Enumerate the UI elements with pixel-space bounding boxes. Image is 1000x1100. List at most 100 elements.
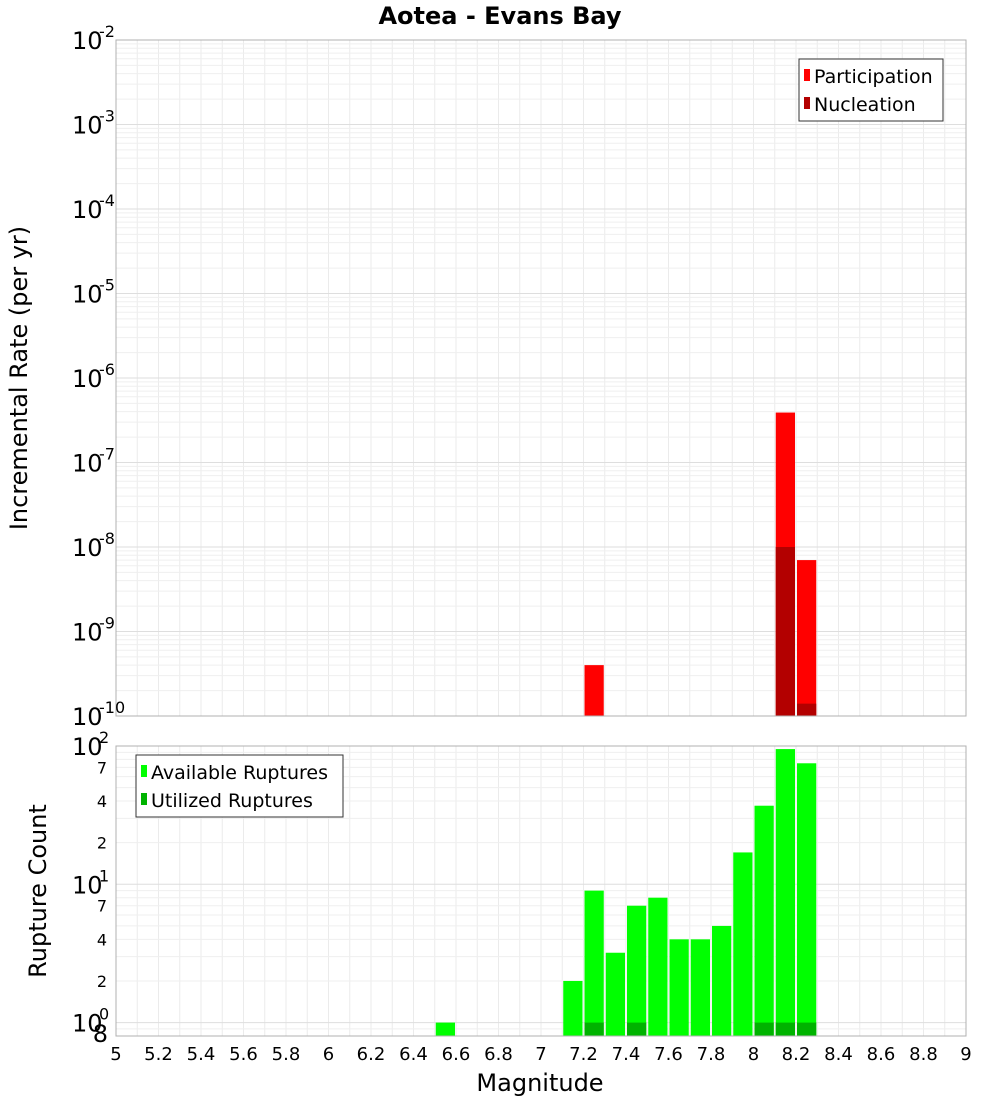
legend-swatch-nucleation <box>804 97 810 109</box>
y-tick-exponent: 0 <box>99 1005 109 1024</box>
y-minor-tick-label: 8 <box>93 1020 108 1048</box>
bar-utilized-ruptures <box>754 1022 774 1036</box>
x-tick-label: 8.2 <box>782 1044 811 1065</box>
x-tick-label: 6.2 <box>357 1044 386 1065</box>
x-tick-label: 6.4 <box>399 1044 428 1065</box>
y-tick-exponent: -2 <box>99 22 115 41</box>
y-minor-tick-label: 4 <box>97 930 107 949</box>
x-tick-label: 7.6 <box>654 1044 683 1065</box>
bar-available-ruptures <box>775 749 795 1036</box>
bar-available-ruptures <box>733 852 753 1036</box>
x-tick-label: 8.6 <box>867 1044 896 1065</box>
bar-available-ruptures <box>563 980 583 1036</box>
bar-available-ruptures <box>584 890 604 1036</box>
x-tick-label: 5.2 <box>144 1044 173 1065</box>
x-tick-label: 6.8 <box>484 1044 513 1065</box>
y-tick-label: 10 <box>72 196 103 224</box>
x-tick-label: 7.2 <box>569 1044 598 1065</box>
y-tick-exponent: -6 <box>99 360 115 379</box>
rate-y-ticks: 10-210-310-410-510-610-710-810-910-10 <box>72 22 125 731</box>
x-axis-label: Magnitude <box>476 1069 603 1097</box>
bar-nucleation <box>797 703 817 716</box>
y-tick-label: 10 <box>72 112 103 140</box>
y-tick-exponent: 1 <box>99 866 109 885</box>
y-tick-exponent: -10 <box>99 698 125 717</box>
legend-swatch-utilized-ruptures <box>141 793 147 805</box>
y-tick-label: 10 <box>72 871 103 899</box>
bar-participation <box>797 560 817 716</box>
legend-box <box>135 754 344 818</box>
bar-available-ruptures <box>648 897 668 1036</box>
y-tick-label: 10 <box>72 281 103 309</box>
y-tick-label: 10 <box>72 534 103 562</box>
x-tick-label: 8.4 <box>824 1044 853 1065</box>
y-tick-exponent: -9 <box>99 614 115 633</box>
rate-plot-border <box>115 39 967 717</box>
bar-available-ruptures <box>797 763 817 1036</box>
x-tick-label: 5.4 <box>187 1044 216 1065</box>
rate-y-axis-label: Incremental Rate (per yr) <box>5 226 33 530</box>
x-tick-label: 7 <box>535 1044 546 1065</box>
y-tick-label: 10 <box>72 733 103 761</box>
x-tick-label: 5 <box>110 1044 121 1065</box>
y-tick-exponent: -3 <box>99 107 115 126</box>
y-minor-tick-label: 2 <box>97 834 107 853</box>
y-minor-tick-label: 7 <box>97 758 107 777</box>
bar-utilized-ruptures <box>584 1022 604 1036</box>
y-tick-exponent: -5 <box>99 276 115 295</box>
legend-swatch-participation <box>804 69 810 81</box>
count-legend: Available Ruptures Utilized Ruptures <box>135 754 344 818</box>
x-tick-label: 7.4 <box>612 1044 641 1065</box>
y-tick-exponent: -7 <box>99 445 115 464</box>
x-tick-label: 8 <box>748 1044 759 1065</box>
rate-grid <box>115 39 967 717</box>
bar-utilized-ruptures <box>797 1022 817 1036</box>
x-tick-label: 7.8 <box>697 1044 726 1065</box>
bar-utilized-ruptures <box>627 1022 647 1036</box>
x-tick-label: 9 <box>960 1044 971 1065</box>
y-tick-exponent: -4 <box>99 191 115 210</box>
bar-available-ruptures <box>690 939 710 1036</box>
y-tick-label: 10 <box>72 1010 103 1038</box>
bar-available-ruptures <box>712 925 732 1036</box>
bar-available-ruptures <box>627 905 647 1036</box>
x-ticks: 5 5.2 5.4 5.6 5.8 6 6.2 6.4 6.6 6.8 7 7.2 7.4 7.6 7.8 8… <box>110 1044 971 1065</box>
legend-label-nucleation: Nucleation <box>814 94 916 116</box>
rate-legend: Participation Nucleation <box>798 58 944 122</box>
count-bars <box>435 749 817 1036</box>
bar-available-ruptures <box>605 952 625 1036</box>
y-tick-label: 10 <box>72 365 103 393</box>
bar-utilized-ruptures <box>775 1022 795 1036</box>
y-tick-exponent: 2 <box>99 728 109 747</box>
bar-available-ruptures <box>669 939 689 1036</box>
y-minor-tick-label: 2 <box>97 972 107 991</box>
rate-bars <box>584 412 817 716</box>
x-tick-label: 5.8 <box>272 1044 301 1065</box>
x-tick-label: 6 <box>323 1044 334 1065</box>
count-plot-border <box>115 745 967 1037</box>
y-tick-exponent: -8 <box>99 529 115 548</box>
legend-swatch-available-ruptures <box>141 765 147 777</box>
chart-title: Aotea - Evans Bay <box>378 2 621 30</box>
y-tick-label: 10 <box>72 703 103 731</box>
bar-nucleation <box>775 547 795 716</box>
x-tick-label: 8.8 <box>909 1044 938 1065</box>
bar-available-ruptures <box>754 805 774 1036</box>
legend-label-participation: Participation <box>814 66 933 88</box>
x-tick-label: 5.6 <box>229 1044 258 1065</box>
legend-label-available-ruptures: Available Ruptures <box>151 762 328 784</box>
bar-participation <box>584 665 604 716</box>
y-tick-label: 10 <box>72 450 103 478</box>
y-minor-tick-label: 7 <box>97 897 107 916</box>
bar-available-ruptures <box>435 1022 455 1036</box>
x-tick-label: 6.6 <box>442 1044 471 1065</box>
legend-label-utilized-ruptures: Utilized Ruptures <box>151 790 313 812</box>
legend-box <box>798 58 944 122</box>
count-y-axis-label: Rupture Count <box>24 804 52 978</box>
y-tick-label: 10 <box>72 619 103 647</box>
rate-panel: 10-210-310-410-510-610-710-810-910-10 In… <box>5 22 967 731</box>
y-minor-tick-label: 4 <box>97 792 107 811</box>
